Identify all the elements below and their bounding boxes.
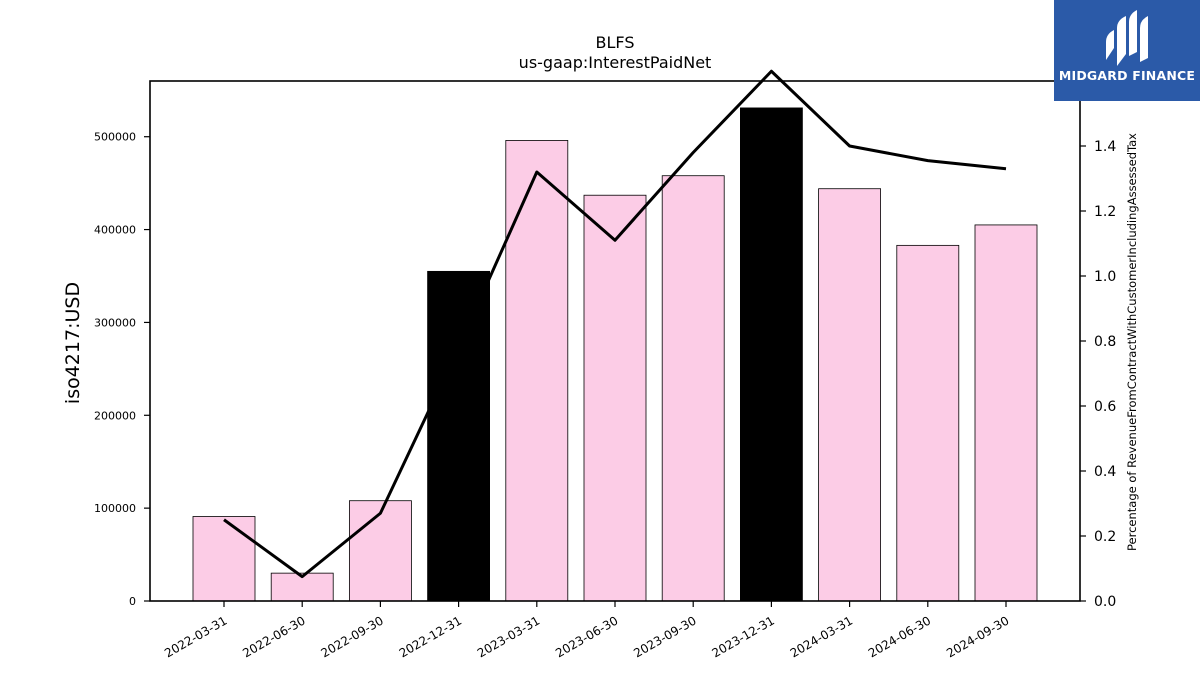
y2-tick-label: 1.4 <box>1094 139 1116 155</box>
chart-title: BLFS <box>596 33 635 52</box>
x-tick-label: 2022-03-31 <box>162 613 229 660</box>
y-tick-label: 400000 <box>94 224 136 237</box>
y2-tick-label: 1.0 <box>1094 269 1116 285</box>
x-tick-label: 2023-09-30 <box>631 613 698 660</box>
chart-subtitle: us-gaap:InterestPaidNet <box>519 53 712 72</box>
x-tick-label: 2024-06-30 <box>866 613 933 660</box>
y-tick-label: 200000 <box>94 409 136 422</box>
logo-mark-icon <box>1106 10 1148 66</box>
y2-axis-label: Percentage of RevenueFromContractWithCus… <box>1125 133 1139 551</box>
x-tick-label: 2023-03-31 <box>475 613 542 660</box>
x-tick-label: 2023-06-30 <box>553 613 620 660</box>
y-axis-label: iso4217:USD <box>62 282 84 404</box>
bar-2022-03-31 <box>192 516 256 602</box>
bar-2024-09-30 <box>974 224 1038 602</box>
y2-tick-label: 0.8 <box>1094 334 1116 350</box>
bar-2022-09-30 <box>348 500 412 602</box>
x-tick-label: 2023-12-31 <box>709 613 776 660</box>
bar-2023-06-30 <box>583 194 647 602</box>
bar-2023-03-31 <box>505 140 569 602</box>
logo-text: MIDGARD FINANCE <box>1058 68 1196 83</box>
y-tick-label: 500000 <box>94 131 136 144</box>
y2-tick-label: 0.4 <box>1094 464 1116 480</box>
bar-2024-03-31 <box>818 188 881 602</box>
percentage-line-series <box>223 69 1007 579</box>
y-tick-label: 300000 <box>94 316 136 329</box>
y2-tick-label: 1.2 <box>1094 204 1116 220</box>
bar-2023-09-30 <box>661 175 725 602</box>
x-tick-label: 2022-12-31 <box>397 613 464 660</box>
x-tick-label: 2024-03-31 <box>788 613 855 660</box>
x-tick-label: 2022-06-30 <box>240 613 307 660</box>
y2-tick-label: 0.2 <box>1094 529 1116 545</box>
bar-2022-12-31 <box>427 270 491 602</box>
y-tick-label: 100000 <box>94 502 136 515</box>
y2-tick-label: 0.6 <box>1094 399 1116 415</box>
x-tick-label: 2022-09-30 <box>318 613 385 660</box>
company-logo: MIDGARD FINANCE <box>1054 0 1200 101</box>
y2-tick-label: 0.0 <box>1094 594 1116 610</box>
y-tick-label: 0 <box>129 595 136 608</box>
bar-2024-06-30 <box>896 244 960 602</box>
x-tick-label: 2024-09-30 <box>944 613 1011 660</box>
bar-2023-12-31 <box>740 107 803 602</box>
